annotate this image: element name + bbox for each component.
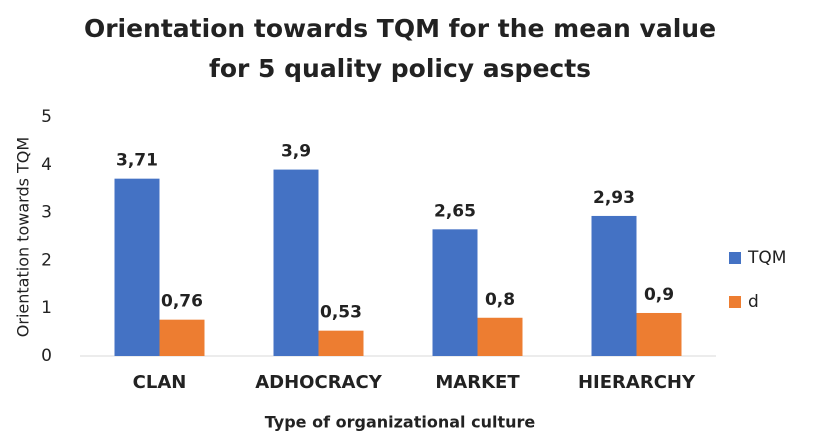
x-tick-label: HIERARCHY — [578, 372, 696, 393]
data-label: 0,53 — [320, 303, 362, 323]
data-label: 3,9 — [281, 142, 311, 162]
legend-label: d — [748, 292, 759, 312]
data-label: 2,65 — [434, 201, 476, 221]
legend-swatch — [729, 296, 741, 308]
x-axis-title: Type of organizational culture — [265, 413, 536, 432]
data-label: 2,93 — [593, 188, 635, 208]
bar — [273, 169, 319, 356]
bar — [477, 317, 523, 356]
data-label: 0,9 — [644, 285, 674, 305]
y-tick-label: 4 — [41, 155, 52, 175]
legend-label: TQM — [747, 248, 786, 268]
data-label: 3,71 — [116, 151, 158, 171]
bar — [318, 330, 364, 356]
bar — [114, 178, 160, 356]
y-tick-label: 0 — [41, 346, 52, 366]
x-tick-label: CLAN — [133, 372, 187, 393]
y-tick-label: 5 — [41, 107, 52, 127]
bar — [591, 215, 637, 356]
y-tick-label: 2 — [41, 250, 52, 270]
bar — [636, 312, 682, 356]
data-label: 0,76 — [161, 292, 203, 312]
bar — [159, 319, 205, 356]
legend-swatch — [729, 252, 741, 264]
chart-title: for 5 quality policy aspects — [209, 54, 591, 83]
chart-title: Orientation towards TQM for the mean val… — [84, 14, 716, 43]
x-tick-label: ADHOCRACY — [255, 372, 382, 393]
y-axis-title: Orientation towards TQM — [14, 137, 33, 337]
y-tick-label: 1 — [41, 298, 52, 318]
y-tick-label: 3 — [41, 203, 52, 223]
x-tick-label: MARKET — [435, 372, 520, 393]
data-label: 0,8 — [485, 290, 515, 310]
bar — [432, 229, 478, 356]
